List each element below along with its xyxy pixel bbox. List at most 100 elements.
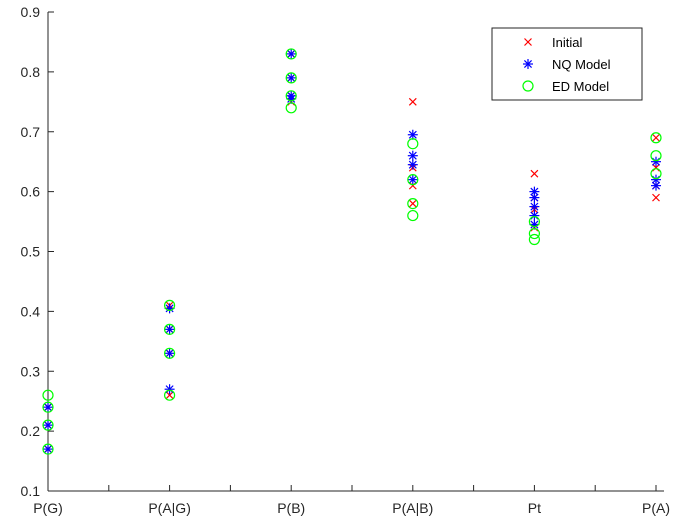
y-tick-label: 0.4 bbox=[21, 303, 41, 319]
data-point bbox=[652, 163, 660, 172]
data-point bbox=[650, 132, 662, 144]
data-point bbox=[285, 48, 297, 60]
data-point bbox=[408, 97, 417, 106]
y-tick-label: 0.3 bbox=[21, 363, 41, 379]
data-point bbox=[407, 209, 419, 222]
y-axis-ticks: 0.1 0.2 0.3 0.4 0.5 0.6 0.7 0.8 0.9 bbox=[21, 4, 54, 499]
data-point bbox=[164, 299, 176, 311]
marker-stroke bbox=[165, 391, 174, 400]
series-nq-model bbox=[43, 48, 661, 455]
data-point bbox=[286, 48, 297, 59]
marker-stroke bbox=[287, 94, 296, 103]
marker-stroke bbox=[652, 133, 660, 142]
data-points bbox=[42, 48, 662, 455]
marker-stroke bbox=[651, 175, 661, 184]
data-point bbox=[407, 129, 418, 140]
legend-label: NQ Model bbox=[552, 57, 611, 72]
data-point bbox=[529, 192, 540, 203]
series-ed-model bbox=[42, 48, 662, 455]
marker-stroke bbox=[408, 151, 417, 160]
data-point bbox=[407, 159, 418, 170]
marker-stroke bbox=[530, 187, 539, 196]
marker-stroke bbox=[408, 160, 417, 169]
data-point bbox=[164, 389, 176, 401]
data-point bbox=[42, 443, 54, 455]
data-point bbox=[651, 180, 661, 191]
marker-stroke bbox=[165, 325, 174, 334]
marker-stroke bbox=[165, 385, 174, 394]
series-initial bbox=[44, 49, 660, 454]
data-point bbox=[408, 181, 417, 190]
data-point bbox=[164, 323, 176, 335]
legend-marker bbox=[524, 38, 532, 46]
data-point bbox=[652, 193, 660, 202]
marker-stroke bbox=[652, 163, 660, 172]
data-point bbox=[164, 347, 176, 359]
data-point bbox=[528, 227, 541, 240]
y-tick-label: 0.1 bbox=[21, 483, 41, 499]
data-point bbox=[650, 168, 662, 180]
data-point bbox=[285, 72, 297, 84]
data-point bbox=[529, 210, 540, 221]
marker-stroke bbox=[530, 193, 539, 202]
data-point bbox=[164, 324, 175, 335]
x-tick-label: Pt bbox=[528, 500, 541, 516]
marker-stroke bbox=[287, 49, 296, 58]
marker-stroke bbox=[287, 73, 296, 82]
marker-stroke bbox=[165, 304, 174, 313]
data-point bbox=[43, 444, 53, 455]
data-point bbox=[42, 389, 54, 401]
legend-label: ED Model bbox=[552, 79, 609, 94]
marker-stroke bbox=[651, 157, 661, 166]
marker-stroke bbox=[43, 403, 53, 412]
data-point bbox=[42, 401, 54, 413]
data-point bbox=[528, 233, 541, 246]
legend-marker bbox=[523, 59, 533, 69]
legend-label: Initial bbox=[552, 35, 582, 50]
data-point bbox=[650, 150, 662, 162]
y-tick-label: 0.6 bbox=[21, 184, 41, 200]
x-tick-label: P(A) bbox=[642, 500, 670, 516]
marker-stroke bbox=[408, 199, 417, 208]
data-point bbox=[407, 198, 419, 210]
marker-stroke bbox=[652, 193, 660, 202]
marker-stroke bbox=[43, 445, 53, 454]
y-tick-label: 0.7 bbox=[21, 124, 41, 140]
marker-stroke bbox=[43, 421, 53, 430]
legend-marker bbox=[522, 80, 534, 92]
data-point bbox=[528, 215, 541, 228]
marker-stroke bbox=[408, 130, 417, 139]
data-point bbox=[165, 391, 174, 400]
data-point bbox=[285, 90, 297, 102]
marker-stroke bbox=[530, 211, 539, 220]
data-point bbox=[407, 138, 419, 150]
data-point bbox=[164, 384, 175, 395]
marker-stroke bbox=[524, 38, 532, 46]
data-point bbox=[407, 150, 418, 161]
marker-stroke bbox=[651, 181, 661, 190]
data-point bbox=[164, 348, 175, 359]
y-tick-label: 0.2 bbox=[21, 423, 41, 439]
x-tick-label: P(B) bbox=[277, 500, 305, 516]
data-point bbox=[43, 402, 53, 413]
x-axis-ticks: P(G) P(A|G) P(B) P(A|B) Pt P(A) bbox=[33, 485, 670, 516]
y-tick-label: 0.8 bbox=[21, 64, 41, 80]
x-tick-label: P(A|B) bbox=[392, 500, 433, 516]
marker-stroke bbox=[408, 97, 417, 106]
marker-stroke bbox=[530, 220, 539, 229]
data-point bbox=[652, 133, 660, 142]
y-tick-label: 0.9 bbox=[21, 4, 41, 20]
marker-stroke bbox=[408, 181, 417, 190]
marker-stroke bbox=[165, 349, 174, 358]
data-point bbox=[407, 174, 419, 186]
y-tick-label: 0.5 bbox=[21, 244, 41, 260]
data-point bbox=[651, 156, 661, 167]
marker-stroke bbox=[530, 169, 539, 178]
data-point bbox=[43, 420, 53, 431]
data-point bbox=[529, 201, 540, 212]
data-point bbox=[408, 199, 417, 208]
data-point bbox=[530, 169, 539, 178]
data-point bbox=[285, 102, 297, 114]
marker-stroke bbox=[530, 202, 539, 211]
